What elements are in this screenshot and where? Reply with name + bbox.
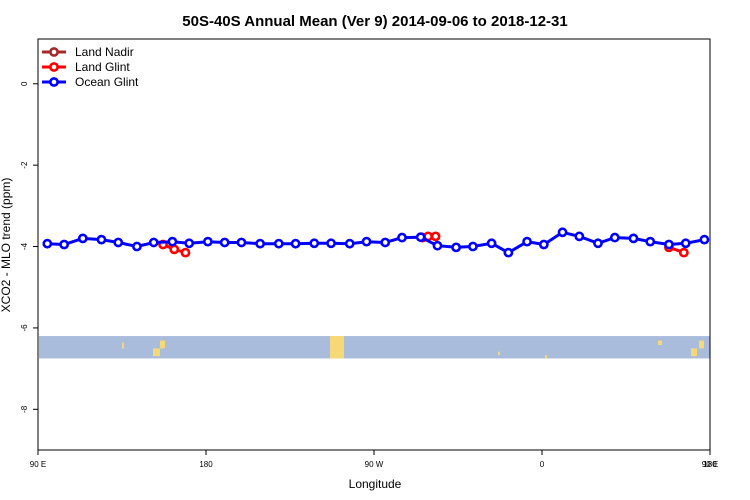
data-point [486,238,497,249]
data-point [219,237,230,248]
legend-item: Ocean Glint [42,75,139,89]
legend-label: Ocean Glint [75,75,139,89]
land-patch [160,340,165,349]
data-point [397,232,407,243]
data-point [557,227,568,238]
data-point [380,237,391,248]
data-point [645,236,656,247]
x-tick-label: 180 [199,460,213,469]
data-point [344,238,355,249]
data-point [415,232,426,243]
data-point [167,236,178,247]
data-point [77,233,88,244]
series-line [47,230,705,255]
data-point [309,238,320,249]
data-point [361,236,372,247]
data-point [273,238,284,249]
data-point [664,239,674,250]
land-patch [691,348,697,357]
data-point [678,247,689,258]
x-tick-label: 90 E [702,460,718,469]
legend-label: Land Glint [75,60,130,74]
data-point [432,240,443,251]
data-point [699,234,710,245]
data-point [574,231,585,242]
y-axis: 0 -2 -4 -6 -8 [20,81,38,413]
data-point [184,238,195,249]
y-tick-label: -2 [20,161,29,169]
data-point [202,236,213,247]
data-point [593,238,603,249]
data-point [236,237,247,248]
legend-item: Land Nadir [42,45,134,59]
x-tick-label: 90 W [365,460,384,469]
ocean-band [39,336,710,359]
y-tick-label: 0 [20,81,29,86]
land-patch [333,336,341,359]
data-point [522,236,532,247]
data-point [42,238,53,249]
series-ocean-glint [42,227,710,258]
y-tick-label: -8 [20,405,29,413]
x-tick-label: 90 E [30,460,46,469]
data-point [326,238,336,249]
data-point [468,241,478,252]
legend-marker [49,62,59,72]
legend-marker [49,77,59,87]
land-mask-band [39,336,710,359]
legend-marker [49,47,59,57]
data-point [132,241,142,252]
data-point [430,231,441,242]
chart-title: 50S-40S Annual Mean (Ver 9) 2014-09-06 t… [182,13,567,30]
land-patch [153,348,160,357]
data-point [451,242,462,253]
data-point [180,247,191,258]
data-point [148,237,159,248]
legend-label: Land Nadir [75,45,134,59]
series-layer [42,227,710,258]
data-point [169,244,180,255]
data-point [538,239,549,250]
land-patch [658,340,662,346]
x-tick-label: 0 [540,460,545,469]
land-patch [699,340,704,349]
x-tick-label: 180 [703,460,717,469]
y-tick-label: -4 [20,242,29,250]
data-point [680,238,691,249]
legend-item: Land Glint [42,60,130,74]
data-point [96,234,107,245]
y-axis-label: XCO2 - MLO trend (ppm) [0,178,13,313]
data-point [113,237,124,248]
land-patch [122,342,124,349]
land-patch [545,355,547,359]
data-point [255,238,266,249]
data-point [628,233,639,244]
data-point [290,238,301,249]
land-patch [498,351,500,356]
y-tick-label: -6 [20,324,29,332]
data-point [503,247,514,258]
data-point [59,239,70,250]
data-point [609,232,620,243]
x-axis-label: Longitude [349,477,402,491]
